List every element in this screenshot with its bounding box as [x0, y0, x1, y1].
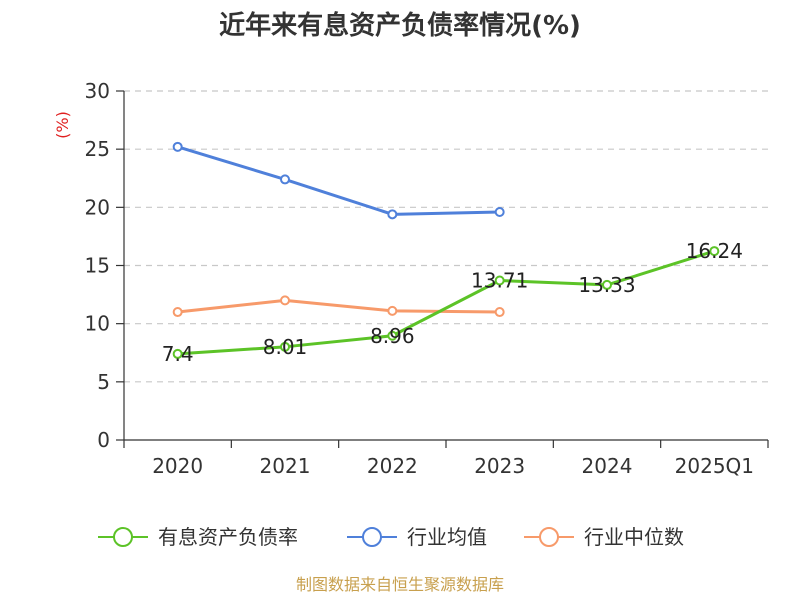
data-point: [172, 348, 183, 359]
data-point: [387, 209, 398, 220]
legend-label: 行业中位数: [584, 525, 684, 549]
source-note: 制图数据来自恒生聚源数据库: [296, 575, 504, 594]
legend-marker: [362, 527, 382, 547]
x-tick-label: 2021: [260, 454, 311, 478]
y-tick-label: 30: [85, 79, 110, 103]
x-tick-label: 2020: [152, 454, 203, 478]
data-point: [602, 279, 612, 290]
data-point: [172, 141, 183, 152]
data-point: [280, 174, 290, 185]
legend-label: 行业均值: [407, 525, 487, 549]
x-tick-label: 2024: [582, 454, 633, 478]
y-tick-label: 15: [85, 254, 110, 278]
y-tick-label: 5: [97, 370, 110, 394]
data-point: [494, 206, 505, 217]
data-point: [709, 246, 720, 257]
data-point: [280, 295, 290, 306]
x-tick-label: 2023: [474, 454, 525, 478]
legend-marker: [539, 527, 559, 547]
data-label: 16.24: [686, 239, 743, 263]
series-line: [177, 145, 500, 216]
series-line: [177, 298, 500, 314]
data-point: [494, 275, 505, 286]
data-label: 8.96: [370, 324, 415, 348]
y-tick-label: 20: [85, 195, 110, 219]
y-tick-label: 0: [97, 428, 110, 452]
data-point: [280, 341, 290, 352]
data-point: [387, 305, 398, 316]
data-point: [494, 307, 505, 318]
data-label: 7.4: [162, 342, 194, 366]
legend-label: 有息资产负债率: [158, 525, 298, 549]
y-tick-label: 10: [85, 312, 110, 336]
chart-title: 近年来有息资产负债率情况(%): [219, 10, 581, 41]
series-line: [177, 249, 715, 356]
y-axis-label: (%): [53, 111, 72, 139]
x-tick-label: 2022: [367, 454, 418, 478]
data-point: [172, 307, 183, 318]
data-label: 8.01: [263, 335, 308, 359]
data-label: 13.33: [578, 273, 635, 297]
data-point: [387, 330, 398, 341]
x-tick-label: 2025Q1: [675, 454, 754, 478]
y-tick-label: 25: [85, 137, 110, 161]
legend-marker: [113, 527, 133, 547]
data-label: 13.71: [471, 269, 528, 293]
